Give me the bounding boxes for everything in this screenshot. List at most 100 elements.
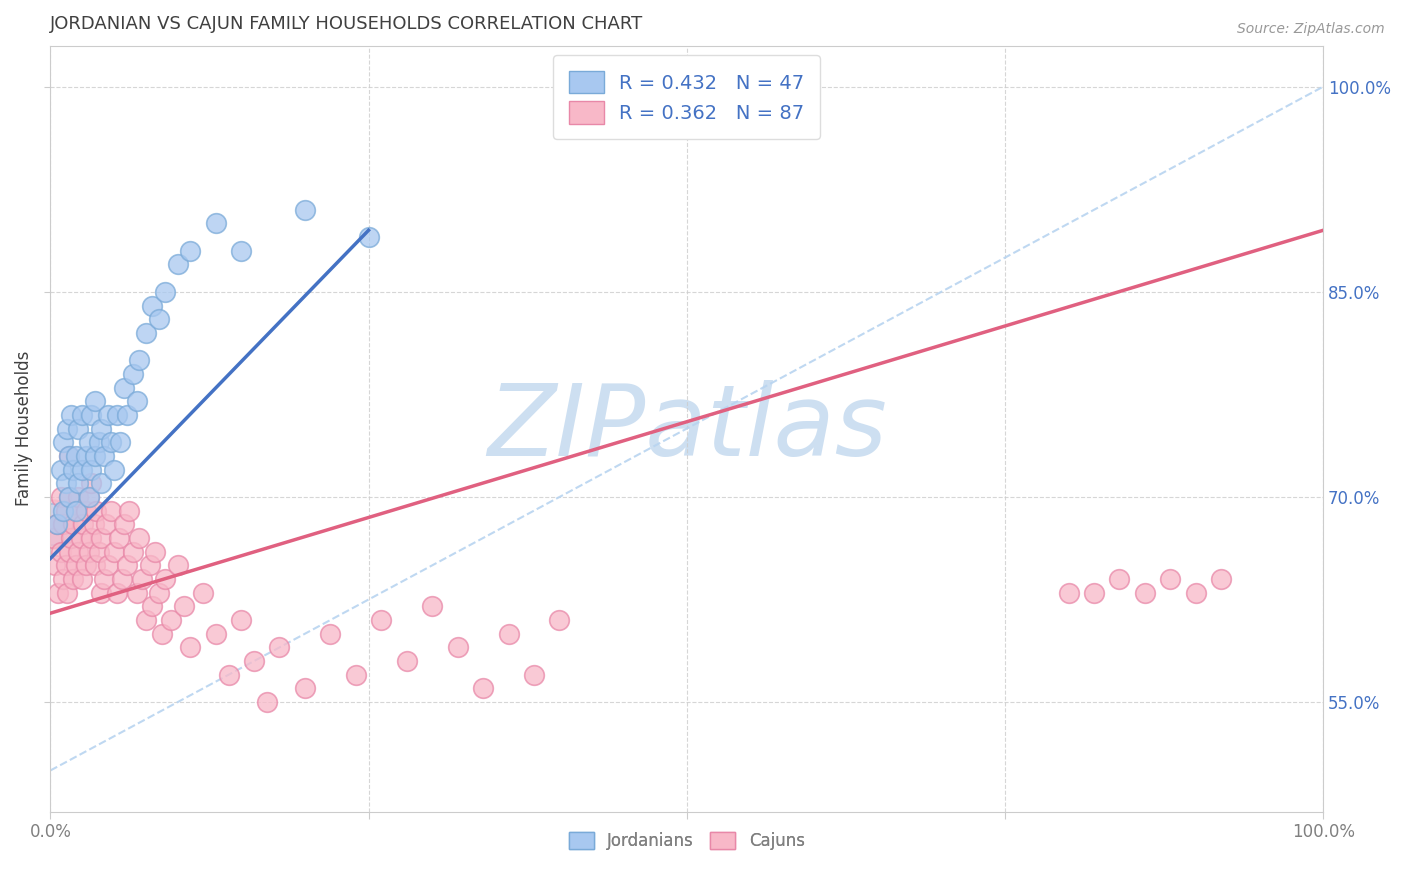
Point xyxy=(52,572,75,586)
Point xyxy=(122,367,145,381)
Point xyxy=(90,531,112,545)
Point xyxy=(96,517,118,532)
Point xyxy=(103,544,125,558)
Point xyxy=(138,558,160,573)
Point xyxy=(90,585,112,599)
Point xyxy=(523,667,546,681)
Point xyxy=(115,408,138,422)
Point xyxy=(65,449,87,463)
Point xyxy=(128,531,150,545)
Point xyxy=(70,572,93,586)
Point xyxy=(80,408,103,422)
Point xyxy=(49,544,72,558)
Point xyxy=(128,353,150,368)
Point xyxy=(58,490,80,504)
Point xyxy=(118,503,141,517)
Point xyxy=(344,667,367,681)
Point xyxy=(143,544,166,558)
Point xyxy=(105,585,128,599)
Point xyxy=(42,517,65,532)
Point xyxy=(472,681,495,696)
Point xyxy=(75,503,97,517)
Point xyxy=(135,613,157,627)
Point xyxy=(45,517,67,532)
Point xyxy=(56,585,79,599)
Point xyxy=(218,667,240,681)
Point xyxy=(65,503,87,517)
Point xyxy=(115,558,138,573)
Point xyxy=(231,613,253,627)
Point xyxy=(44,558,66,573)
Point xyxy=(84,449,107,463)
Point xyxy=(179,640,201,655)
Point xyxy=(70,462,93,476)
Point xyxy=(55,503,77,517)
Point xyxy=(125,585,148,599)
Point xyxy=(100,503,122,517)
Point xyxy=(65,503,87,517)
Point xyxy=(97,558,120,573)
Point xyxy=(70,408,93,422)
Point xyxy=(112,380,135,394)
Point xyxy=(45,517,67,532)
Point xyxy=(77,490,100,504)
Point xyxy=(112,517,135,532)
Point xyxy=(548,613,571,627)
Point xyxy=(1083,585,1105,599)
Point xyxy=(125,394,148,409)
Point xyxy=(67,421,90,435)
Point xyxy=(55,476,77,491)
Point xyxy=(75,558,97,573)
Point xyxy=(49,462,72,476)
Point xyxy=(87,435,110,450)
Text: ZIPatlas: ZIPatlas xyxy=(486,380,887,477)
Point xyxy=(243,654,266,668)
Point xyxy=(70,531,93,545)
Point xyxy=(62,517,84,532)
Point xyxy=(1185,585,1208,599)
Point xyxy=(46,585,69,599)
Point xyxy=(498,626,520,640)
Point xyxy=(42,531,65,545)
Legend: Jordanians, Cajuns: Jordanians, Cajuns xyxy=(562,825,811,857)
Point xyxy=(56,421,79,435)
Point xyxy=(65,558,87,573)
Point xyxy=(1108,572,1130,586)
Point xyxy=(72,517,94,532)
Point xyxy=(67,544,90,558)
Point xyxy=(131,572,153,586)
Point xyxy=(141,298,163,312)
Point xyxy=(173,599,195,614)
Point xyxy=(108,531,131,545)
Point xyxy=(148,312,170,326)
Point xyxy=(370,613,392,627)
Point xyxy=(153,285,176,299)
Point xyxy=(52,517,75,532)
Point xyxy=(90,476,112,491)
Point xyxy=(52,503,75,517)
Point xyxy=(67,476,90,491)
Point xyxy=(58,449,80,463)
Point xyxy=(62,572,84,586)
Text: JORDANIAN VS CAJUN FAMILY HOUSEHOLDS CORRELATION CHART: JORDANIAN VS CAJUN FAMILY HOUSEHOLDS COR… xyxy=(51,15,644,33)
Point xyxy=(256,695,278,709)
Point xyxy=(395,654,418,668)
Point xyxy=(84,503,107,517)
Point xyxy=(148,585,170,599)
Point xyxy=(1159,572,1181,586)
Point xyxy=(93,449,115,463)
Point xyxy=(77,490,100,504)
Point xyxy=(80,531,103,545)
Point xyxy=(93,572,115,586)
Point xyxy=(294,202,316,217)
Point xyxy=(58,449,80,463)
Point xyxy=(191,585,214,599)
Point xyxy=(1211,572,1233,586)
Point xyxy=(357,230,380,244)
Point xyxy=(59,408,82,422)
Point xyxy=(77,544,100,558)
Point xyxy=(166,258,188,272)
Point xyxy=(103,462,125,476)
Point xyxy=(52,435,75,450)
Y-axis label: Family Households: Family Households xyxy=(15,351,32,507)
